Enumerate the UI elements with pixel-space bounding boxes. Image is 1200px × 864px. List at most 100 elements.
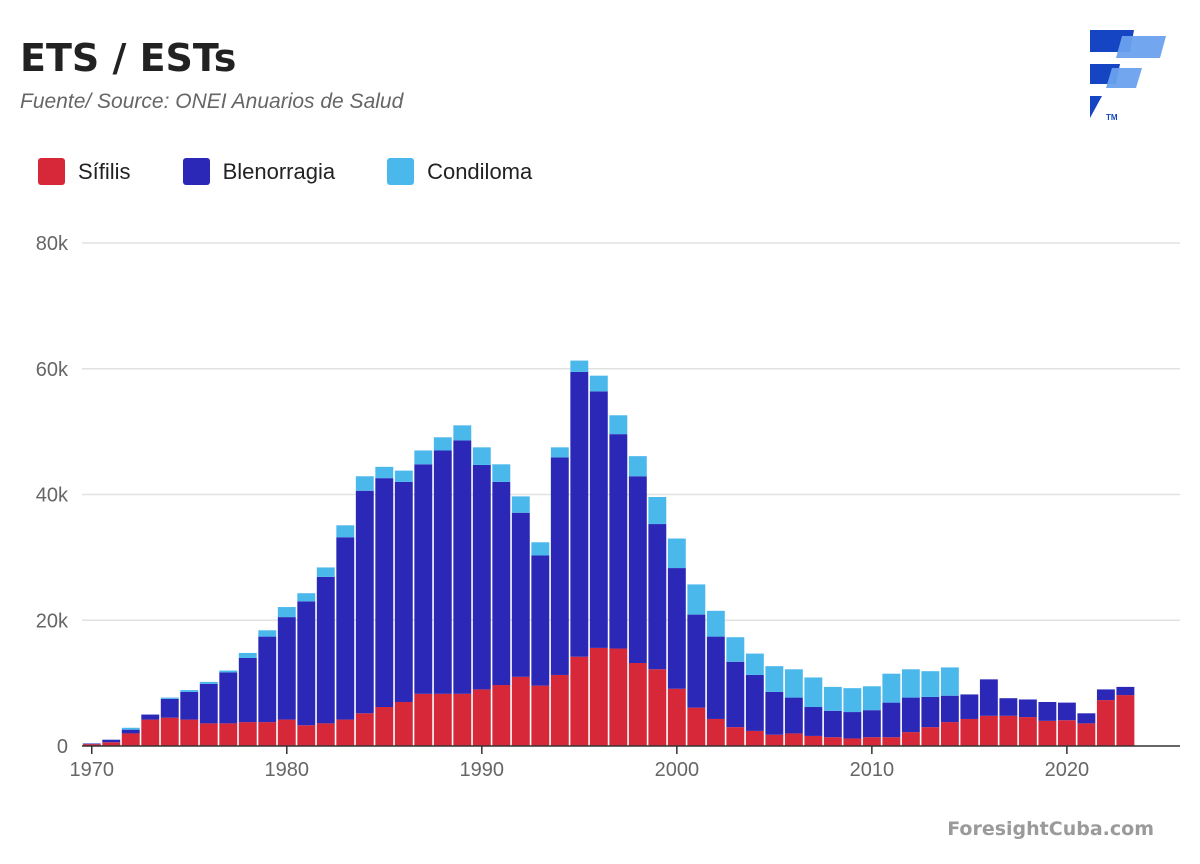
bar-2004-condiloma [745,653,764,675]
bar-1979-sfilis [258,722,277,746]
bar-2003-sfilis [726,727,745,746]
bar-1987-sfilis [414,693,433,746]
bar-2014-condiloma [940,667,959,696]
foresight-logo-icon: TM [1090,30,1166,122]
bar-2007-condiloma [804,677,823,708]
bar-1985-sfilis [375,707,394,746]
bar-1971-blenorragia [102,739,121,743]
bar-1998-condiloma [628,456,647,477]
bar-1994-blenorragia [550,457,569,675]
chart-subtitle: Fuente/ Source: ONEI Anuarios de Salud [20,90,404,113]
bar-1978-blenorragia [238,657,257,723]
x-tick-label-4: 2010 [850,759,895,781]
bar-1983-blenorragia [336,537,355,720]
legend-label-blenorragia: Blenorragia [222,158,336,184]
bar-1992-condiloma [511,496,530,513]
bar-2013-condiloma [921,671,940,697]
legend-swatch-blenorragia [182,158,210,185]
legend-swatch-sifilis [38,158,65,185]
bar-1972-blenorragia [121,729,140,734]
bar-2020-blenorragia [1057,702,1076,721]
bar-2023-sfilis [1116,695,1135,746]
bar-1999-blenorragia [648,524,667,670]
bar-1991-sfilis [492,685,511,746]
bar-1975-condiloma [180,690,199,692]
bar-2011-sfilis [882,737,901,746]
legend-item-sifilis[interactable]: Sífilis [38,158,131,185]
bar-2007-blenorragia [804,707,823,736]
bar-2022-blenorragia [1096,689,1115,701]
bar-1975-blenorragia [180,691,199,720]
bar-2015-blenorragia [960,694,979,719]
bar-1987-blenorragia [414,464,433,694]
bar-1974-blenorragia [160,698,179,718]
bar-1976-condiloma [199,681,218,684]
bar-1983-condiloma [336,525,355,538]
x-tick-label-0: 1970 [70,759,115,781]
bar-1974-condiloma [160,697,179,699]
bar-2003-condiloma [726,637,745,662]
bar-2000-sfilis [667,688,686,746]
bar-1996-condiloma [589,375,608,392]
bar-1996-blenorragia [589,391,608,648]
bar-2011-blenorragia [882,702,901,738]
bar-1997-condiloma [609,415,628,435]
bar-2002-blenorragia [706,636,725,719]
bar-1988-sfilis [433,693,452,746]
bar-2004-sfilis [745,730,764,746]
bar-1991-condiloma [492,464,511,482]
bar-1984-condiloma [355,476,374,491]
bar-1982-condiloma [316,567,335,577]
bar-2006-blenorragia [784,697,803,734]
bar-1997-blenorragia [609,434,628,649]
axes: 0 20k 40k 60k 80k 1970 1980 1990 2000 2010 2020 [36,233,1180,781]
bar-2001-condiloma [687,584,706,615]
legend-item-blenorragia[interactable]: Blenorragia [182,158,336,185]
bar-1993-blenorragia [531,555,550,686]
bar-1980-sfilis [277,719,296,746]
bar-1976-sfilis [199,723,218,746]
bar-1981-condiloma [297,593,316,602]
bar-1996-sfilis [589,647,608,746]
y-tick-label-4: 80k [36,233,69,255]
bar-2006-sfilis [784,733,803,746]
bar-2023-blenorragia [1116,686,1135,696]
legend-item-condiloma[interactable]: Condiloma [387,158,532,185]
bar-1993-condiloma [531,542,550,556]
bar-1978-condiloma [238,652,257,658]
bar-1971-sfilis [102,742,121,746]
bar-1972-condiloma [121,727,140,730]
bar-1984-blenorragia [355,490,374,714]
bar-2002-sfilis [706,718,725,746]
bar-2010-condiloma [862,686,881,711]
logo-tm: TM [1106,113,1118,122]
bar-1992-sfilis [511,676,530,746]
bar-1977-condiloma [219,670,238,673]
bar-2009-condiloma [843,688,862,713]
bar-1990-blenorragia [472,464,491,690]
bar-2014-sfilis [940,722,959,746]
x-tick-label-1: 1980 [265,759,310,781]
bar-1982-sfilis [316,723,335,746]
bar-2004-blenorragia [745,674,764,731]
bar-2010-blenorragia [862,710,881,738]
bar-2014-blenorragia [940,695,959,723]
bar-1977-blenorragia [219,672,238,724]
chart-title: ETS / ESTs [20,36,237,80]
bar-2019-blenorragia [1038,701,1057,721]
x-tick-label-3: 2000 [655,759,700,781]
bar-2010-sfilis [862,737,881,746]
bar-2008-blenorragia [823,710,842,738]
bar-1980-blenorragia [277,617,296,720]
y-tick-label-2: 40k [36,485,69,507]
bar-2012-sfilis [901,732,920,746]
bar-1977-sfilis [219,723,238,746]
bar-2013-blenorragia [921,696,940,728]
bar-1983-sfilis [336,719,355,746]
bar-2001-blenorragia [687,614,706,708]
bar-1999-sfilis [648,669,667,746]
bar-2000-blenorragia [667,568,686,689]
bar-1994-condiloma [550,447,569,458]
bar-2000-condiloma [667,538,686,569]
bar-2017-blenorragia [999,698,1018,716]
